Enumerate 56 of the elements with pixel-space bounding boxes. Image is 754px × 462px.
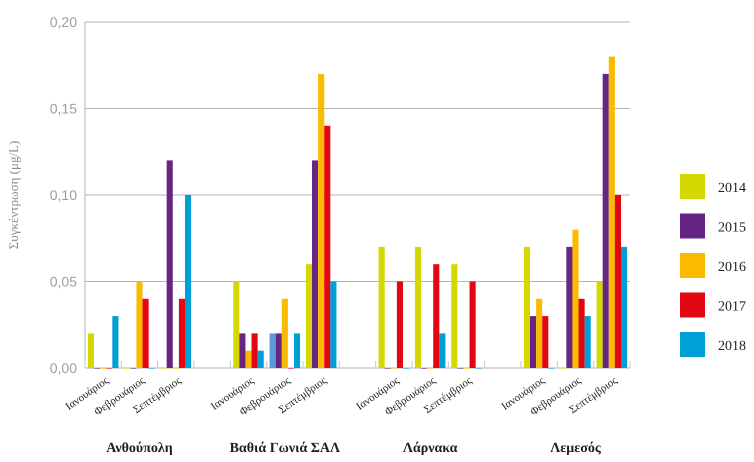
legend-label: 2018 <box>718 338 746 354</box>
bar <box>252 333 258 368</box>
bar <box>608 56 615 368</box>
bar <box>233 282 240 368</box>
bar <box>596 282 603 368</box>
bar <box>112 316 118 368</box>
bar <box>312 160 318 368</box>
bar <box>330 282 336 368</box>
bar <box>178 298 185 368</box>
bar <box>318 74 324 368</box>
bar <box>602 74 609 368</box>
bar <box>451 264 458 368</box>
bar <box>245 350 252 368</box>
bar <box>530 316 536 368</box>
legend-label: 2016 <box>718 260 746 275</box>
y-tick-label: 0,10 <box>50 186 78 203</box>
bar <box>620 246 628 368</box>
bar <box>378 246 385 368</box>
bar <box>294 333 300 368</box>
bar <box>142 298 149 368</box>
bar <box>276 333 282 368</box>
bar <box>88 333 94 368</box>
bar <box>166 160 173 368</box>
bar <box>282 298 288 368</box>
bar <box>433 264 440 368</box>
bar <box>536 298 542 368</box>
bar <box>184 195 192 368</box>
bar <box>614 195 621 368</box>
legend-label: 2014 <box>718 180 746 196</box>
bar <box>578 298 585 368</box>
bar <box>572 230 579 368</box>
bar <box>566 246 572 368</box>
text: Βαθιά Γωνιά ΣΑΛ <box>230 441 340 456</box>
bar <box>324 126 330 368</box>
y-tick-label: 0,20 <box>50 14 78 30</box>
bar <box>136 282 143 368</box>
bar <box>270 333 276 368</box>
text: Λάρνακα <box>402 441 458 456</box>
y-tick-label: 0,00 <box>50 360 78 376</box>
bar <box>396 282 403 368</box>
text: Λεμεσός <box>550 441 602 456</box>
bar <box>542 316 548 368</box>
bar <box>306 264 312 368</box>
y-tick-label: 0,05 <box>50 273 78 290</box>
bar <box>584 316 591 368</box>
bar <box>414 246 422 368</box>
legend-label: 2017 <box>718 299 746 314</box>
bar <box>439 333 446 368</box>
bar <box>524 246 530 368</box>
bar <box>239 333 246 368</box>
legend-label: 2015 <box>718 220 746 236</box>
bar <box>470 282 476 368</box>
y-tick-label: 0,15 <box>50 100 78 116</box>
bar <box>258 350 264 368</box>
text: Ανθούπολη <box>106 441 173 456</box>
y-axis-title: Συγκέντρωση (μg/L) <box>6 140 21 250</box>
